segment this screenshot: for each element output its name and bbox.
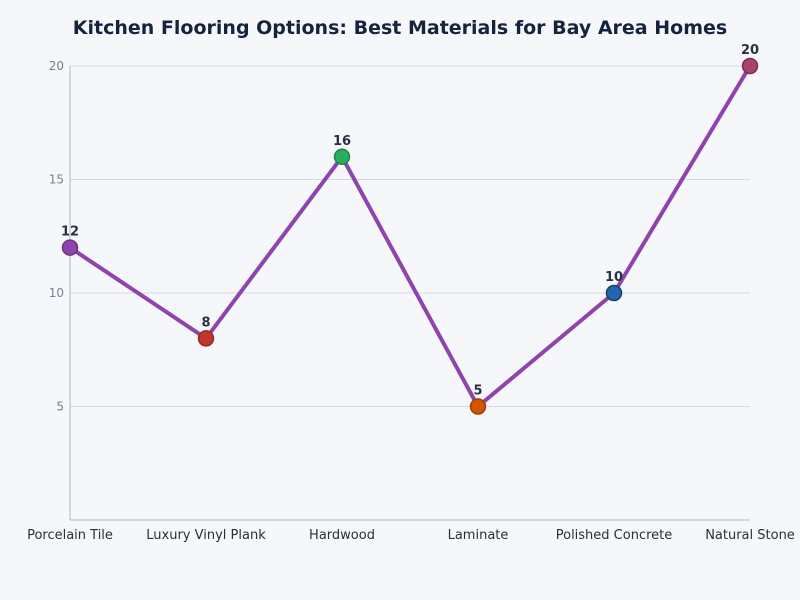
x-tick-label-2: Hardwood bbox=[309, 528, 375, 543]
data-label-5: 20 bbox=[741, 43, 759, 58]
x-tick-label-4: Polished Concrete bbox=[556, 528, 673, 543]
data-label-2: 16 bbox=[333, 134, 351, 149]
grid-lines bbox=[70, 65, 750, 407]
data-label-0: 12 bbox=[61, 225, 79, 240]
data-points bbox=[61, 57, 759, 415]
y-tick-label-5: 5 bbox=[56, 400, 64, 414]
x-axis-ticks: Porcelain Tile Luxury Vinyl Plank Hardwood… bbox=[27, 528, 795, 543]
y-tick-label-20: 20 bbox=[49, 59, 64, 73]
series-line bbox=[68, 64, 752, 409]
series-line-path bbox=[68, 64, 752, 409]
data-label-4: 10 bbox=[605, 270, 623, 285]
data-labels: 12 8 16 5 10 20 bbox=[61, 43, 759, 399]
x-tick-label-1: Luxury Vinyl Plank bbox=[146, 528, 266, 543]
data-label-3: 5 bbox=[473, 384, 482, 399]
y-tick-label-10: 10 bbox=[49, 286, 64, 300]
x-tick-label-5: Natural Stone bbox=[705, 528, 795, 543]
y-axis-ticks: 5 10 15 20 bbox=[49, 59, 64, 414]
chart-title: Kitchen Flooring Options: Best Materials… bbox=[73, 17, 727, 39]
y-tick-label-15: 15 bbox=[49, 173, 64, 187]
data-label-1: 8 bbox=[201, 315, 210, 330]
data-point-1 bbox=[197, 330, 215, 347]
data-point-4 bbox=[605, 284, 623, 302]
data-point-3 bbox=[469, 398, 487, 415]
axes bbox=[69, 66, 750, 521]
x-tick-label-3: Laminate bbox=[448, 528, 509, 543]
data-point-5 bbox=[741, 57, 759, 75]
data-point-0 bbox=[61, 239, 79, 256]
x-tick-label-0: Porcelain Tile bbox=[27, 528, 113, 543]
data-point-2 bbox=[333, 148, 351, 166]
